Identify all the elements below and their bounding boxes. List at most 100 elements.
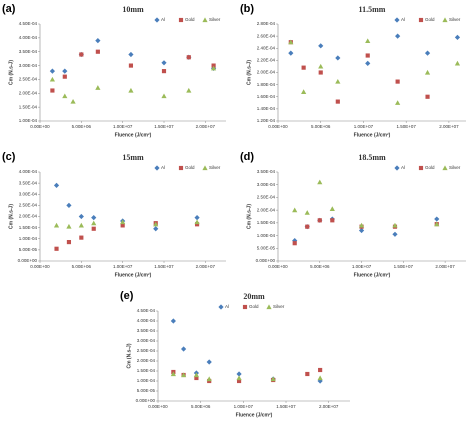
marker [178, 165, 184, 171]
marker [54, 246, 59, 251]
y-tick-label: 1.80E-04 [257, 82, 276, 87]
marker [424, 69, 431, 75]
marker [442, 17, 448, 23]
marker [181, 346, 187, 352]
legend-label: Gold [185, 165, 195, 170]
y-tick-label: 3.00E-04 [257, 182, 276, 187]
y-axis-label: Cm (N.s-J) [126, 343, 132, 368]
y-tick-label: 2.50E-04 [19, 203, 38, 208]
marker [392, 231, 398, 237]
y-tick-label: 1.00E-04 [19, 236, 38, 241]
marker [305, 371, 310, 377]
y-tick-label: 3.00E-04 [19, 63, 38, 68]
y-tick-label: 0.00E+00 [256, 258, 276, 263]
marker [91, 215, 97, 221]
x-tick-label: 5.00E+06 [311, 124, 331, 129]
y-tick-label: 3.50E-04 [257, 169, 276, 174]
marker [49, 68, 55, 74]
marker [242, 304, 248, 310]
y-tick-label: 2.00E-04 [19, 90, 38, 95]
marker [318, 43, 324, 49]
y-tick-label: 1.50E-04 [137, 368, 156, 373]
legend-label: Al [161, 17, 165, 22]
marker [236, 375, 242, 381]
marker [170, 371, 176, 377]
marker [194, 219, 200, 225]
marker [49, 76, 55, 82]
legend-label: Al [401, 165, 405, 170]
marker [194, 375, 199, 381]
legend-label: Gold [425, 17, 435, 22]
y-axis-label: Cm (N.s-J) [246, 60, 252, 85]
panel: (e) 20mm 0.00E+00 5.00E-05 1.00E-04 1.50E-04 2… [120, 290, 350, 418]
x-tick-label: 5.00E+06 [310, 264, 330, 269]
y-tick-label: 2.00E-04 [257, 207, 276, 212]
legend-label: Al [225, 304, 229, 309]
marker [186, 87, 192, 93]
marker [394, 165, 400, 171]
x-axis-label: Fluence (J/cm²) [115, 272, 152, 278]
marker [186, 55, 191, 60]
y-tick-label: 4.50E-04 [137, 308, 156, 313]
marker [424, 50, 431, 56]
marker [301, 65, 306, 70]
marker [211, 65, 217, 71]
marker [418, 165, 424, 171]
legend-label: Silver [449, 17, 461, 22]
y-tick-label: 1.60E-04 [257, 94, 276, 99]
marker [318, 367, 323, 373]
x-tick-label: 1.00E+07 [113, 264, 133, 269]
panel: (d) 18.5mm 0.00E+00 5.00E-05 1.00E-04 1.50E-0… [240, 151, 466, 278]
marker [154, 165, 160, 171]
marker [392, 222, 398, 228]
marker [202, 17, 208, 23]
panel: (b) 11.5mm 1.20E-04 1.40E-04 1.60E-04 1.80E-0… [240, 3, 466, 138]
y-tick-label: 2.00E-04 [19, 214, 38, 219]
x-tick-label: 2.00E+07 [196, 264, 216, 269]
panel-label: (d) [240, 151, 254, 163]
x-tick-label: 1.00E+07 [113, 124, 133, 129]
marker [161, 60, 167, 66]
marker [266, 304, 272, 310]
panel: (c) 15mm 0.00E+00 5.00E-05 1.00E-04 1.50E-04 2… [2, 151, 226, 278]
y-tick-label: 5.00E-05 [257, 245, 276, 250]
marker [365, 38, 371, 44]
y-tick-label: 4.00E-04 [137, 318, 156, 323]
x-tick-label: 1.50E+07 [154, 124, 174, 129]
marker [395, 79, 400, 84]
legend-label: Gold [425, 165, 435, 170]
marker [317, 218, 322, 223]
x-tick-label: 1.00E+07 [234, 404, 254, 409]
marker [330, 218, 335, 223]
y-tick-label: 3.00E-04 [137, 338, 156, 343]
marker [206, 376, 212, 382]
marker [194, 215, 200, 221]
panel-label: (b) [240, 3, 254, 15]
marker [335, 55, 341, 61]
y-tick-label: 1.50E-04 [19, 104, 38, 109]
legend-label: Gold [185, 17, 195, 22]
x-tick-label: 5.00E+06 [72, 264, 92, 269]
x-tick-label: 1.50E+07 [396, 124, 416, 129]
marker [434, 216, 440, 222]
marker [91, 226, 96, 231]
marker [70, 99, 76, 104]
marker [454, 60, 461, 66]
marker [128, 87, 134, 93]
y-tick-label: 3.50E-04 [19, 180, 38, 185]
y-tick-label: 2.40E-04 [257, 45, 276, 50]
marker [95, 85, 101, 90]
y-tick-label: 3.50E-04 [19, 49, 38, 54]
legend-label: Silver [449, 165, 461, 170]
marker [194, 222, 200, 227]
y-tick-label: 4.00E-04 [19, 35, 38, 40]
marker [66, 240, 72, 245]
y-tick-label: 0.00E+00 [136, 398, 156, 403]
legend-label: Gold [249, 304, 259, 309]
marker [317, 179, 323, 185]
marker [288, 50, 294, 56]
x-axis-label: Fluence (J/cm²) [354, 132, 391, 138]
x-tick-label: 5.00E+06 [72, 124, 92, 129]
chart-title: 11.5mm [359, 5, 386, 14]
